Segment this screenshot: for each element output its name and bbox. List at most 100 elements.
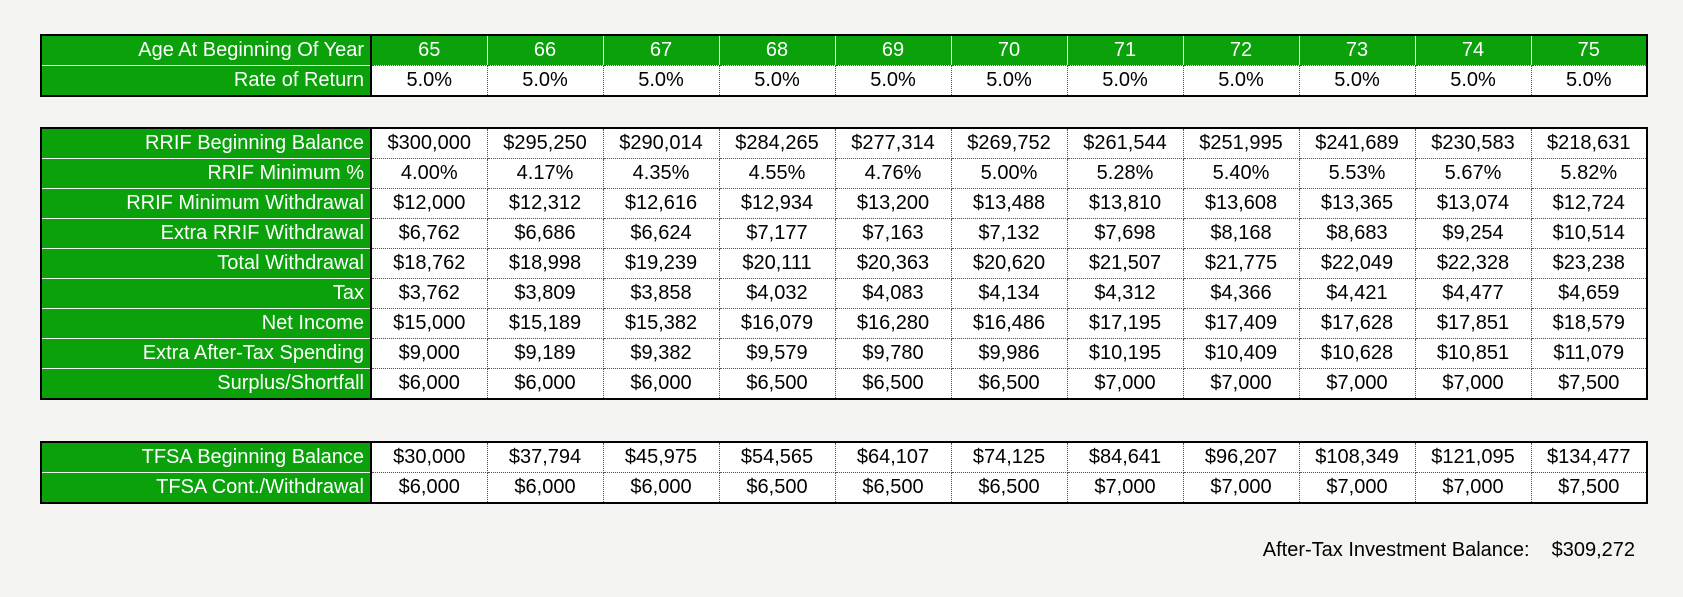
value-cell[interactable]: $9,254 xyxy=(1415,218,1532,249)
value-cell[interactable]: $7,132 xyxy=(951,218,1068,249)
value-cell[interactable]: $6,500 xyxy=(719,472,836,503)
value-cell[interactable]: $4,134 xyxy=(951,278,1068,309)
value-cell[interactable]: 5.53% xyxy=(1299,158,1416,189)
rate-cell[interactable]: 5.0% xyxy=(1415,65,1532,96)
value-cell[interactable]: 5.67% xyxy=(1415,158,1532,189)
value-cell[interactable]: $12,934 xyxy=(719,188,836,219)
value-cell[interactable]: $7,000 xyxy=(1299,472,1416,503)
age-cell[interactable]: 66 xyxy=(487,35,604,66)
value-cell[interactable]: $21,775 xyxy=(1183,248,1300,279)
value-cell[interactable]: $6,500 xyxy=(951,472,1068,503)
value-cell[interactable]: $6,500 xyxy=(835,472,952,503)
value-cell[interactable]: $218,631 xyxy=(1531,128,1647,159)
value-cell[interactable]: $9,780 xyxy=(835,338,952,369)
value-cell[interactable]: $30,000 xyxy=(371,442,488,473)
age-cell[interactable]: 74 xyxy=(1415,35,1532,66)
value-cell[interactable]: $7,000 xyxy=(1067,472,1184,503)
age-cell[interactable]: 73 xyxy=(1299,35,1416,66)
value-cell[interactable]: $300,000 xyxy=(371,128,488,159)
value-cell[interactable]: $6,500 xyxy=(951,368,1068,399)
value-cell[interactable]: $3,858 xyxy=(603,278,720,309)
value-cell[interactable]: $108,349 xyxy=(1299,442,1416,473)
value-cell[interactable]: $13,488 xyxy=(951,188,1068,219)
rate-cell[interactable]: 5.0% xyxy=(719,65,836,96)
value-cell[interactable]: $4,659 xyxy=(1531,278,1647,309)
age-cell[interactable]: 68 xyxy=(719,35,836,66)
value-cell[interactable]: 5.28% xyxy=(1067,158,1184,189)
value-cell[interactable]: $96,207 xyxy=(1183,442,1300,473)
value-cell[interactable]: $7,163 xyxy=(835,218,952,249)
value-cell[interactable]: $4,083 xyxy=(835,278,952,309)
value-cell[interactable]: $8,683 xyxy=(1299,218,1416,249)
rate-cell[interactable]: 5.0% xyxy=(1531,65,1647,96)
value-cell[interactable]: $6,000 xyxy=(603,472,720,503)
value-cell[interactable]: $7,177 xyxy=(719,218,836,249)
value-cell[interactable]: $64,107 xyxy=(835,442,952,473)
value-cell[interactable]: $230,583 xyxy=(1415,128,1532,159)
value-cell[interactable]: $12,312 xyxy=(487,188,604,219)
value-cell[interactable]: $6,000 xyxy=(603,368,720,399)
value-cell[interactable]: $251,995 xyxy=(1183,128,1300,159)
value-cell[interactable]: $13,200 xyxy=(835,188,952,219)
value-cell[interactable]: $13,810 xyxy=(1067,188,1184,219)
value-cell[interactable]: $9,382 xyxy=(603,338,720,369)
value-cell[interactable]: 5.82% xyxy=(1531,158,1647,189)
value-cell[interactable]: $6,500 xyxy=(835,368,952,399)
age-cell[interactable]: 71 xyxy=(1067,35,1184,66)
value-cell[interactable]: $284,265 xyxy=(719,128,836,159)
value-cell[interactable]: $121,095 xyxy=(1415,442,1532,473)
value-cell[interactable]: 4.17% xyxy=(487,158,604,189)
value-cell[interactable]: $290,014 xyxy=(603,128,720,159)
value-cell[interactable]: $17,195 xyxy=(1067,308,1184,339)
value-cell[interactable]: $12,616 xyxy=(603,188,720,219)
value-cell[interactable]: $11,079 xyxy=(1531,338,1647,369)
value-cell[interactable]: $9,579 xyxy=(719,338,836,369)
value-cell[interactable]: 4.76% xyxy=(835,158,952,189)
value-cell[interactable]: $13,074 xyxy=(1415,188,1532,219)
rate-cell[interactable]: 5.0% xyxy=(487,65,604,96)
rate-cell[interactable]: 5.0% xyxy=(1299,65,1416,96)
value-cell[interactable]: $45,975 xyxy=(603,442,720,473)
value-cell[interactable]: $21,507 xyxy=(1067,248,1184,279)
value-cell[interactable]: $6,624 xyxy=(603,218,720,249)
value-cell[interactable]: $6,000 xyxy=(371,472,488,503)
value-cell[interactable]: $12,724 xyxy=(1531,188,1647,219)
value-cell[interactable]: $16,280 xyxy=(835,308,952,339)
age-cell[interactable]: 67 xyxy=(603,35,720,66)
value-cell[interactable]: 5.40% xyxy=(1183,158,1300,189)
value-cell[interactable]: $6,762 xyxy=(371,218,488,249)
value-cell[interactable]: $15,382 xyxy=(603,308,720,339)
rate-cell[interactable]: 5.0% xyxy=(835,65,952,96)
value-cell[interactable]: $7,500 xyxy=(1531,472,1647,503)
value-cell[interactable]: $134,477 xyxy=(1531,442,1647,473)
value-cell[interactable]: $17,851 xyxy=(1415,308,1532,339)
value-cell[interactable]: $23,238 xyxy=(1531,248,1647,279)
age-cell[interactable]: 70 xyxy=(951,35,1068,66)
value-cell[interactable]: $9,000 xyxy=(371,338,488,369)
rate-cell[interactable]: 5.0% xyxy=(951,65,1068,96)
value-cell[interactable]: 5.00% xyxy=(951,158,1068,189)
value-cell[interactable]: $261,544 xyxy=(1067,128,1184,159)
value-cell[interactable]: $3,809 xyxy=(487,278,604,309)
value-cell[interactable]: $18,998 xyxy=(487,248,604,279)
value-cell[interactable]: $16,079 xyxy=(719,308,836,339)
value-cell[interactable]: $7,500 xyxy=(1531,368,1647,399)
value-cell[interactable]: $84,641 xyxy=(1067,442,1184,473)
value-cell[interactable]: $15,000 xyxy=(371,308,488,339)
value-cell[interactable]: $10,628 xyxy=(1299,338,1416,369)
age-cell[interactable]: 65 xyxy=(371,35,488,66)
value-cell[interactable]: $6,000 xyxy=(487,368,604,399)
rate-cell[interactable]: 5.0% xyxy=(371,65,488,96)
value-cell[interactable]: $9,986 xyxy=(951,338,1068,369)
value-cell[interactable]: $37,794 xyxy=(487,442,604,473)
value-cell[interactable]: $9,189 xyxy=(487,338,604,369)
value-cell[interactable]: $7,000 xyxy=(1415,368,1532,399)
value-cell[interactable]: $4,366 xyxy=(1183,278,1300,309)
value-cell[interactable]: $295,250 xyxy=(487,128,604,159)
value-cell[interactable]: $18,762 xyxy=(371,248,488,279)
value-cell[interactable]: $22,049 xyxy=(1299,248,1416,279)
value-cell[interactable]: 4.35% xyxy=(603,158,720,189)
value-cell[interactable]: $74,125 xyxy=(951,442,1068,473)
value-cell[interactable]: $15,189 xyxy=(487,308,604,339)
rate-cell[interactable]: 5.0% xyxy=(1067,65,1184,96)
